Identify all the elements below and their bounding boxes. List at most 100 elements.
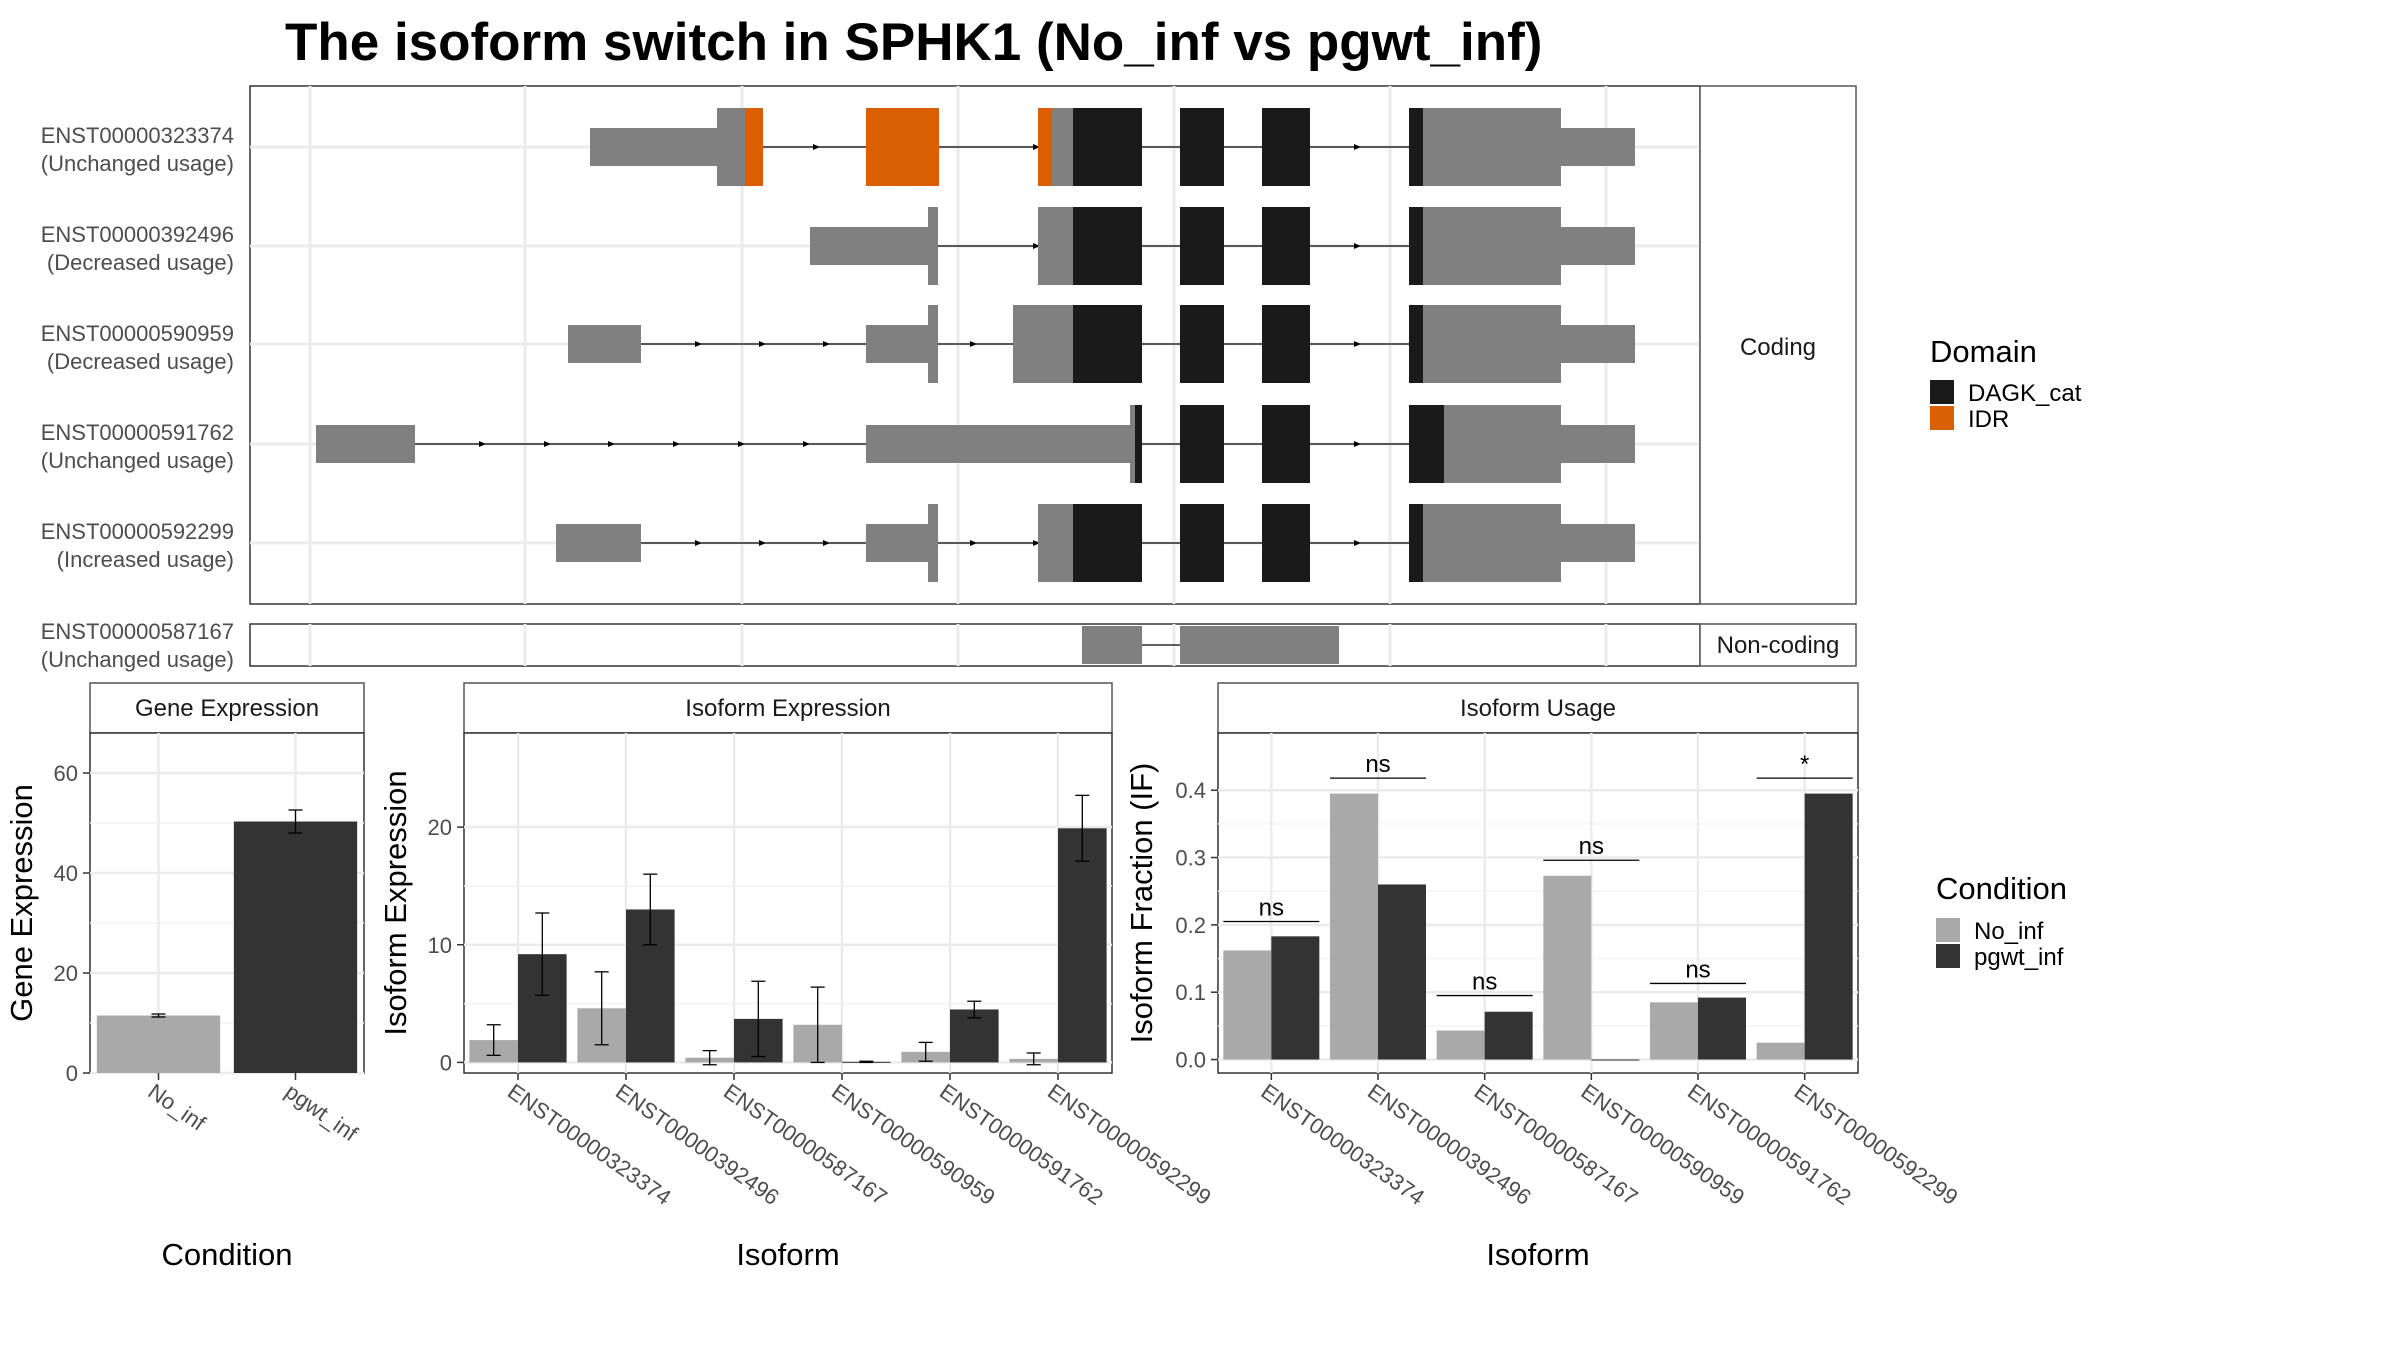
transcript-model	[556, 504, 1635, 582]
cds-block	[1423, 305, 1561, 383]
legend-swatch-dagk	[1930, 380, 1954, 404]
legend-label-idr: IDR	[1968, 406, 2009, 433]
utr-block	[1561, 128, 1635, 166]
bar-pgwt_inf	[1271, 936, 1320, 1060]
y-tick-label: 20	[54, 961, 78, 986]
y-tick-label: 0.3	[1175, 846, 1206, 871]
transcript-usage-label: (Increased usage)	[57, 547, 234, 572]
dagk-domain	[1409, 207, 1423, 285]
y-tick-label: 0.1	[1175, 980, 1206, 1005]
significance-label: *	[1800, 751, 1809, 778]
cds-block	[928, 305, 938, 383]
bar-pgwt_inf	[1484, 1011, 1533, 1060]
transcript-labels: ENST00000323374 (Unchanged usage) ENST00…	[41, 123, 234, 672]
transcript-usage-label: (Decreased usage)	[47, 250, 234, 275]
dagk-domain	[1073, 207, 1142, 285]
strand-arrows	[695, 341, 1361, 347]
x-tick-label: pgwt_inf	[281, 1079, 363, 1147]
dagk-domain	[1180, 504, 1224, 582]
y-tick-label: 60	[54, 761, 78, 786]
bar-pgwt_inf	[233, 821, 358, 1073]
y-tick-label: 0.4	[1175, 778, 1206, 803]
dagk-domain	[1262, 207, 1310, 285]
utr-block	[556, 524, 641, 562]
bar-No_inf	[1543, 875, 1592, 1060]
dagk-domain	[1180, 305, 1224, 383]
noncoding-strip	[1699, 623, 1857, 667]
transcript-usage-label: (Unchanged usage)	[41, 448, 234, 473]
dagk-domain	[1262, 108, 1310, 186]
bar-No_inf	[1330, 793, 1378, 1060]
noncoding-grid	[308, 624, 1608, 666]
transcript-model	[1082, 626, 1339, 664]
gene-expr-strip	[89, 682, 365, 734]
dagk-domain	[1262, 405, 1310, 483]
isoform-expr-strip-title: Isoform Expression	[685, 695, 890, 722]
idr-domain	[745, 108, 763, 186]
utr-block	[866, 425, 1130, 463]
y-tick-label: 10	[428, 933, 452, 958]
cds-block	[928, 504, 938, 582]
y-tick-label: 0.0	[1175, 1048, 1206, 1073]
cds-block	[1444, 405, 1561, 483]
bar-pgwt_inf	[1698, 997, 1746, 1060]
y-tick-label: 0	[440, 1050, 452, 1075]
bar-pgwt_inf	[1378, 884, 1426, 1060]
utr-block	[1561, 227, 1635, 265]
y-tick-label: 0.2	[1175, 913, 1206, 938]
coding-strip	[1699, 85, 1857, 605]
cds-block	[1423, 504, 1561, 582]
gene-expr-ylabel: Gene Expression	[4, 784, 39, 1022]
coding-strip-label: Coding	[1740, 334, 1816, 361]
dagk-domain	[1409, 108, 1423, 186]
cds-block	[1423, 108, 1561, 186]
dagk-domain	[1135, 405, 1142, 483]
transcript-id-label: ENST00000591762	[41, 420, 234, 445]
idr-domain	[1038, 108, 1052, 186]
dagk-domain	[1409, 305, 1423, 383]
legend-label-dagk: DAGK_cat	[1968, 380, 2082, 407]
isoform-expr-xlabel: Isoform	[736, 1237, 839, 1272]
utr-block	[1561, 524, 1635, 562]
idr-domain	[866, 108, 939, 186]
x-tick-label: No_inf	[144, 1079, 211, 1136]
bar-pgwt_inf	[1058, 828, 1107, 1063]
utr-block	[866, 524, 928, 562]
utr-block	[568, 325, 641, 363]
isoform-usage-strip-title: Isoform Usage	[1460, 695, 1616, 722]
dagk-domain	[1262, 504, 1310, 582]
significance-label: ns	[1579, 833, 1604, 860]
transcript-model	[316, 405, 1635, 483]
transcript-model	[590, 108, 1635, 186]
dagk-domain	[1073, 504, 1142, 582]
transcript-usage-label: (Unchanged usage)	[41, 647, 234, 672]
significance-label: ns	[1365, 751, 1390, 778]
bar-pgwt_inf	[1804, 793, 1853, 1060]
cds-block	[1038, 207, 1073, 285]
bar-pgwt_inf	[1591, 1059, 1640, 1061]
utr-block	[810, 227, 928, 265]
dagk-domain	[1073, 305, 1142, 383]
structure-panel: Coding Non-coding ENST00000323374 (Uncha…	[41, 85, 1857, 672]
transcript-usage-label: (Unchanged usage)	[41, 151, 234, 176]
utr-block	[866, 325, 928, 363]
utr-block	[316, 425, 415, 463]
legend-swatch-pgwt-inf	[1936, 944, 1960, 968]
bar-No_inf	[96, 1015, 221, 1073]
bar-No_inf	[1223, 950, 1272, 1060]
significance-label: ns	[1472, 969, 1497, 996]
bar-No_inf	[1756, 1042, 1805, 1060]
utr-block	[590, 128, 717, 166]
isoform-expr-plot-frame	[463, 732, 1113, 1074]
bar-No_inf	[1650, 1002, 1698, 1060]
cds-block	[1052, 108, 1073, 186]
y-tick-label: 40	[54, 861, 78, 886]
cds-block	[1038, 504, 1073, 582]
transcript-id-label: ENST00000590959	[41, 321, 234, 346]
cds-block	[928, 207, 938, 285]
cds-block	[717, 108, 745, 186]
isoform-expr-ylabel: Isoform Expression	[378, 770, 413, 1035]
dagk-domain	[1180, 108, 1224, 186]
